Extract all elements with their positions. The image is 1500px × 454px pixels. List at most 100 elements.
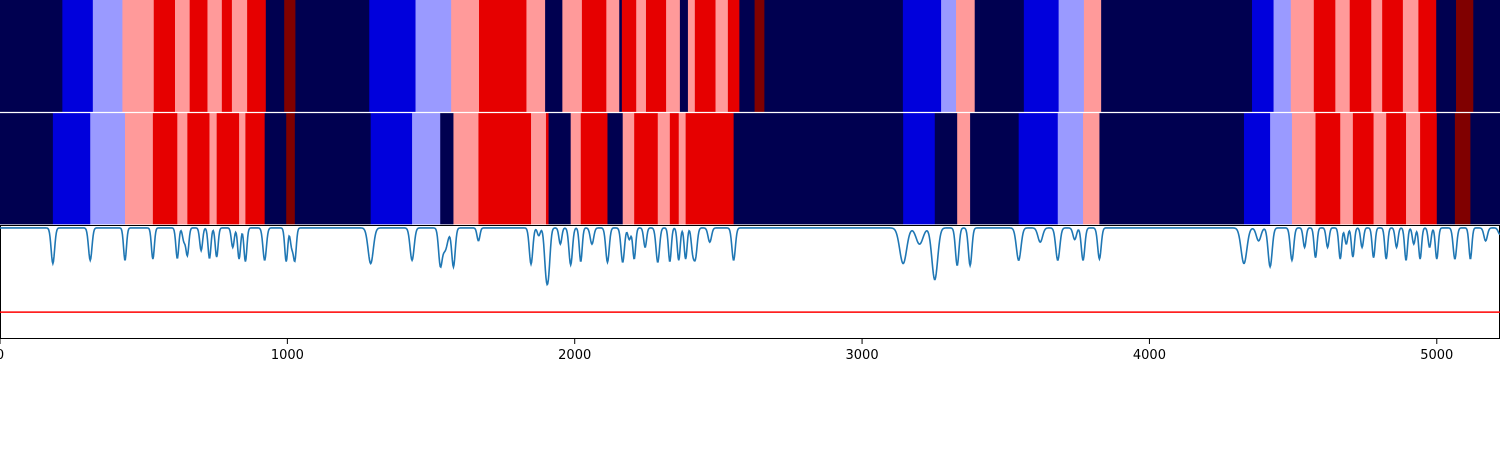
heatmap-segment: [453, 113, 479, 225]
heatmap-segment: [570, 113, 582, 225]
heatmap-segment: [1083, 0, 1102, 112]
heatmap-segment: [715, 0, 729, 112]
heatmap-segment: [526, 0, 546, 112]
line-panel-frame: [0, 225, 1500, 339]
heatmap-segment: [941, 0, 957, 112]
heatmap-segment: [62, 0, 94, 112]
heatmap-segment: [531, 113, 547, 225]
heatmap-segment: [122, 0, 155, 112]
heatmap-segment: [187, 113, 210, 225]
signal-series-line: [0, 227, 1500, 287]
heatmap-segment: [1313, 0, 1336, 112]
heatmap-segment: [247, 0, 267, 112]
heatmap-segment: [607, 113, 624, 225]
heatmap-segment: [412, 113, 441, 225]
heatmap-segment: [956, 0, 976, 112]
heatmap-segment: [1340, 113, 1354, 225]
heatmap-segment: [727, 0, 740, 112]
heatmap-segment: [1406, 113, 1421, 225]
heatmap-segment: [1335, 0, 1351, 112]
heatmap-segment: [90, 113, 126, 225]
heatmap-segment: [957, 113, 971, 225]
heatmap-segment: [739, 0, 755, 112]
heatmap-segment: [695, 113, 735, 225]
x-tick-label: 3000: [846, 348, 879, 363]
heatmap-segment: [1436, 113, 1456, 225]
heatmap-segment: [153, 0, 176, 112]
heatmap-segment: [1420, 113, 1438, 225]
heatmap-segment: [1315, 113, 1341, 225]
heatmap-segment: [284, 0, 296, 112]
heatmap-segment: [548, 113, 572, 225]
heatmap-segment: [1270, 113, 1293, 225]
heatmap-row-1: [0, 0, 1500, 112]
heatmap-segment: [0, 113, 54, 225]
heatmap-segment: [679, 0, 689, 112]
x-axis-ticks: 0 1000 2000 3000 4000 5000: [0, 338, 1453, 363]
heatmap-segment: [451, 0, 480, 112]
heatmap-segment: [1083, 113, 1100, 225]
heatmap-segment: [645, 0, 667, 112]
heatmap-segment: [1349, 0, 1372, 112]
heatmap-segment: [685, 113, 696, 225]
heatmap-segment: [1023, 0, 1060, 112]
heatmap-segment: [125, 113, 154, 225]
heatmap-segment: [370, 113, 413, 225]
heatmap-segment: [52, 113, 91, 225]
heatmap-segment: [634, 113, 659, 225]
heatmap-segment: [581, 0, 607, 112]
heatmap-segment: [621, 0, 637, 112]
heatmap-segment: [606, 0, 620, 112]
heatmap-segment: [636, 0, 647, 112]
heatmap-segment: [562, 0, 583, 112]
heatmap-segment: [265, 0, 285, 112]
heatmap-segment: [1371, 0, 1383, 112]
heatmap-segment: [754, 0, 765, 112]
heatmap-segment: [479, 0, 527, 112]
heatmap-row-2: [0, 113, 1500, 225]
heatmap-segment: [666, 0, 681, 112]
heatmap-segment: [1436, 0, 1457, 112]
x-tick-label: 4000: [1133, 348, 1166, 363]
heatmap-segment: [903, 113, 936, 225]
heatmap-segment: [1243, 113, 1271, 225]
heatmap-segment: [1352, 113, 1374, 225]
heatmap-segment: [622, 113, 635, 225]
heatmap-segment: [295, 0, 370, 112]
heatmap-segment: [1456, 0, 1474, 112]
heatmap-segment: [1101, 0, 1253, 112]
heatmap-segment: [189, 0, 208, 112]
heatmap-segment: [264, 113, 287, 225]
heatmap-segment: [970, 113, 1020, 225]
heatmap-segment: [231, 0, 248, 112]
heatmap-segment: [209, 113, 218, 225]
heatmap-segment: [245, 113, 266, 225]
heatmap-segment: [733, 113, 904, 225]
heatmap-segment: [1290, 0, 1315, 112]
heatmap-segment: [177, 113, 188, 225]
x-tick-label: 5000: [1420, 348, 1453, 363]
heatmap-segment: [1058, 0, 1085, 112]
heatmap-segment: [1402, 0, 1419, 112]
heatmap-segment: [545, 113, 549, 225]
heatmap-segment: [478, 113, 532, 225]
heatmap-segment: [1252, 0, 1274, 112]
heatmap-segment: [934, 113, 958, 225]
heatmap-segment: [657, 113, 671, 225]
heatmap-segment: [1418, 0, 1437, 112]
heatmap-segment: [175, 0, 191, 112]
heatmap-segment: [286, 113, 296, 225]
heatmap-segment: [678, 113, 687, 225]
heatmap-segment: [1291, 113, 1316, 225]
heatmap-segment: [580, 113, 608, 225]
heatmap-segment: [974, 0, 1025, 112]
heatmap-segment: [545, 0, 563, 112]
heatmap-segment: [1382, 0, 1404, 112]
heatmap-segment: [0, 0, 63, 112]
heatmap-segment: [239, 113, 246, 225]
heatmap-segment: [216, 113, 240, 225]
x-tick-label: 1000: [271, 348, 304, 363]
heatmap-segment: [92, 0, 123, 112]
heatmap-segment: [1057, 113, 1084, 225]
